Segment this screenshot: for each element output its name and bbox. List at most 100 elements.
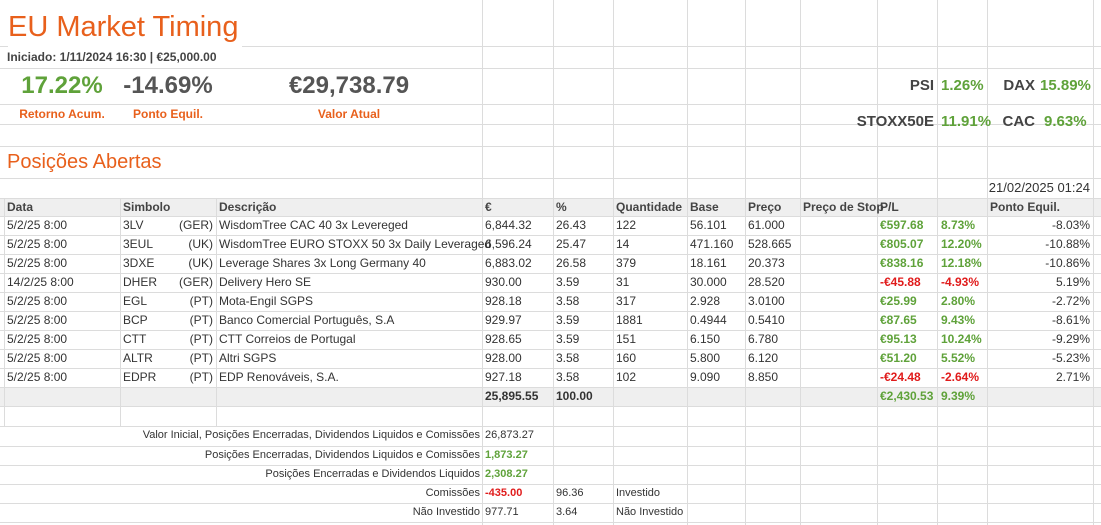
table-cell: CTT Correios de Portugal <box>219 332 356 346</box>
table-cell: -10.86% <box>1045 256 1090 270</box>
table-cell: €95.13 <box>880 332 917 346</box>
table-cell: 3.58 <box>556 370 580 384</box>
grid-line <box>877 0 878 525</box>
column-header: Base <box>690 200 719 214</box>
table-cell: (PT) <box>189 294 213 308</box>
subtitle: Iniciado: 1/11/2024 16:30 | €25,000.00 <box>7 47 221 67</box>
table-cell: 5/2/25 8:00 <box>7 294 68 308</box>
index-value: 15.89% <box>1040 77 1091 94</box>
table-cell: WisdomTree EURO STOXX 50 3x Daily Levera… <box>219 237 492 251</box>
table-cell: 9.090 <box>690 370 721 384</box>
table-cell: 31 <box>616 275 630 289</box>
grid-line <box>0 216 1101 217</box>
table-cell: 3.59 <box>556 332 580 346</box>
table-cell: 6.780 <box>748 332 779 346</box>
table-cell: 2.928 <box>690 294 721 308</box>
grid-line <box>0 522 1101 523</box>
table-cell: EDPR <box>123 370 157 384</box>
table-cell: 5.52% <box>941 351 976 365</box>
table-cell: 0.5410 <box>748 313 785 327</box>
table-cell: 317 <box>616 294 637 308</box>
table-cell: EDP Renováveis, S.A. <box>219 370 339 384</box>
grid-line <box>0 178 1101 179</box>
table-cell: (PT) <box>189 332 213 346</box>
table-cell: 379 <box>616 256 637 270</box>
table-cell: 122 <box>616 218 637 232</box>
footer-value: 977.71 <box>485 506 519 518</box>
table-cell: WisdomTree CAC 40 3x Levereged <box>219 218 408 232</box>
column-header: P/L <box>880 200 899 214</box>
table-cell: 3LV <box>123 218 144 232</box>
table-cell: BCP <box>123 313 148 327</box>
table-cell: 6,883.02 <box>485 256 532 270</box>
section-title: Posições Abertas <box>7 151 162 173</box>
table-cell: 9.43% <box>941 313 976 327</box>
footer-label: Posições Encerradas, Dividendos Liquidos… <box>204 449 480 461</box>
index-name: CAC <box>1002 113 1036 130</box>
table-cell: €87.65 <box>880 313 917 327</box>
table-cell: DHER <box>123 275 158 289</box>
total-cell: €2,430.53 <box>880 389 934 403</box>
total-band <box>0 387 1101 406</box>
table-cell: 5/2/25 8:00 <box>7 256 68 270</box>
grid-line <box>687 0 688 525</box>
table-cell: Leverage Shares 3x Long Germany 40 <box>219 256 426 270</box>
table-cell: Mota-Engil SGPS <box>219 294 314 308</box>
table-cell: -€24.48 <box>880 370 921 384</box>
table-cell: 528.665 <box>748 237 792 251</box>
column-header: Data <box>7 200 34 214</box>
title: EU Market Timing <box>8 6 243 48</box>
table-cell: -€45.88 <box>880 275 921 289</box>
grid-line <box>0 124 1101 125</box>
table-cell: -2.72% <box>1051 294 1090 308</box>
table-cell: 14 <box>616 237 630 251</box>
metric-label: Retorno Acum. <box>19 107 105 121</box>
table-cell: 26.43 <box>556 218 587 232</box>
grid-line <box>0 273 1101 274</box>
table-cell: 151 <box>616 332 637 346</box>
table-cell: (UK) <box>188 256 213 270</box>
table-cell: 8.73% <box>941 218 976 232</box>
grid-line <box>0 46 1101 47</box>
table-cell: 2.71% <box>1055 370 1090 384</box>
grid-line <box>0 235 1101 236</box>
index-name: STOXX50E <box>856 113 934 130</box>
table-cell: 3.58 <box>556 351 580 365</box>
grid-line <box>0 484 1101 485</box>
footer-label: Comissões <box>425 487 480 499</box>
footer-value: 1,873.27 <box>485 449 528 461</box>
footer-label: Valor Inicial, Posições Encerradas, Divi… <box>142 429 480 441</box>
column-header: Preço <box>748 200 782 214</box>
total-cell: 100.00 <box>556 389 593 403</box>
metric-value: -14.69% <box>123 72 213 99</box>
footer-value: Não Investido <box>616 506 684 518</box>
footer-value: Investido <box>616 487 661 499</box>
footer-label: Posições Encerradas e Dividendos Liquido… <box>265 468 480 480</box>
grid-line <box>1093 0 1094 525</box>
index-value: 1.26% <box>941 77 984 94</box>
grid-line <box>0 446 1101 447</box>
timestamp: 21/02/2025 01:24 <box>988 180 1090 195</box>
footer-value: 96.36 <box>556 487 584 499</box>
table-cell: (UK) <box>188 237 213 251</box>
table-cell: 56.101 <box>690 218 727 232</box>
table-cell: 471.160 <box>690 237 734 251</box>
table-cell: 30.000 <box>690 275 727 289</box>
table-cell: -9.29% <box>1051 332 1090 346</box>
table-cell: 930.00 <box>485 275 522 289</box>
table-cell: 928.18 <box>485 294 522 308</box>
table-cell: 12.18% <box>941 256 982 270</box>
grid-line <box>0 330 1101 331</box>
table-cell: 2.80% <box>941 294 976 308</box>
table-cell: 3.58 <box>556 294 580 308</box>
grid-line <box>0 146 1101 147</box>
table-cell: 5/2/25 8:00 <box>7 313 68 327</box>
table-cell: 6.120 <box>748 351 779 365</box>
table-cell: €51.20 <box>880 351 917 365</box>
grid-line <box>937 0 938 525</box>
table-cell: 61.000 <box>748 218 785 232</box>
column-header: Simbolo <box>123 200 171 214</box>
metric-label: Valor Atual <box>317 107 381 121</box>
table-cell: 5/2/25 8:00 <box>7 218 68 232</box>
table-cell: 10.24% <box>941 332 982 346</box>
